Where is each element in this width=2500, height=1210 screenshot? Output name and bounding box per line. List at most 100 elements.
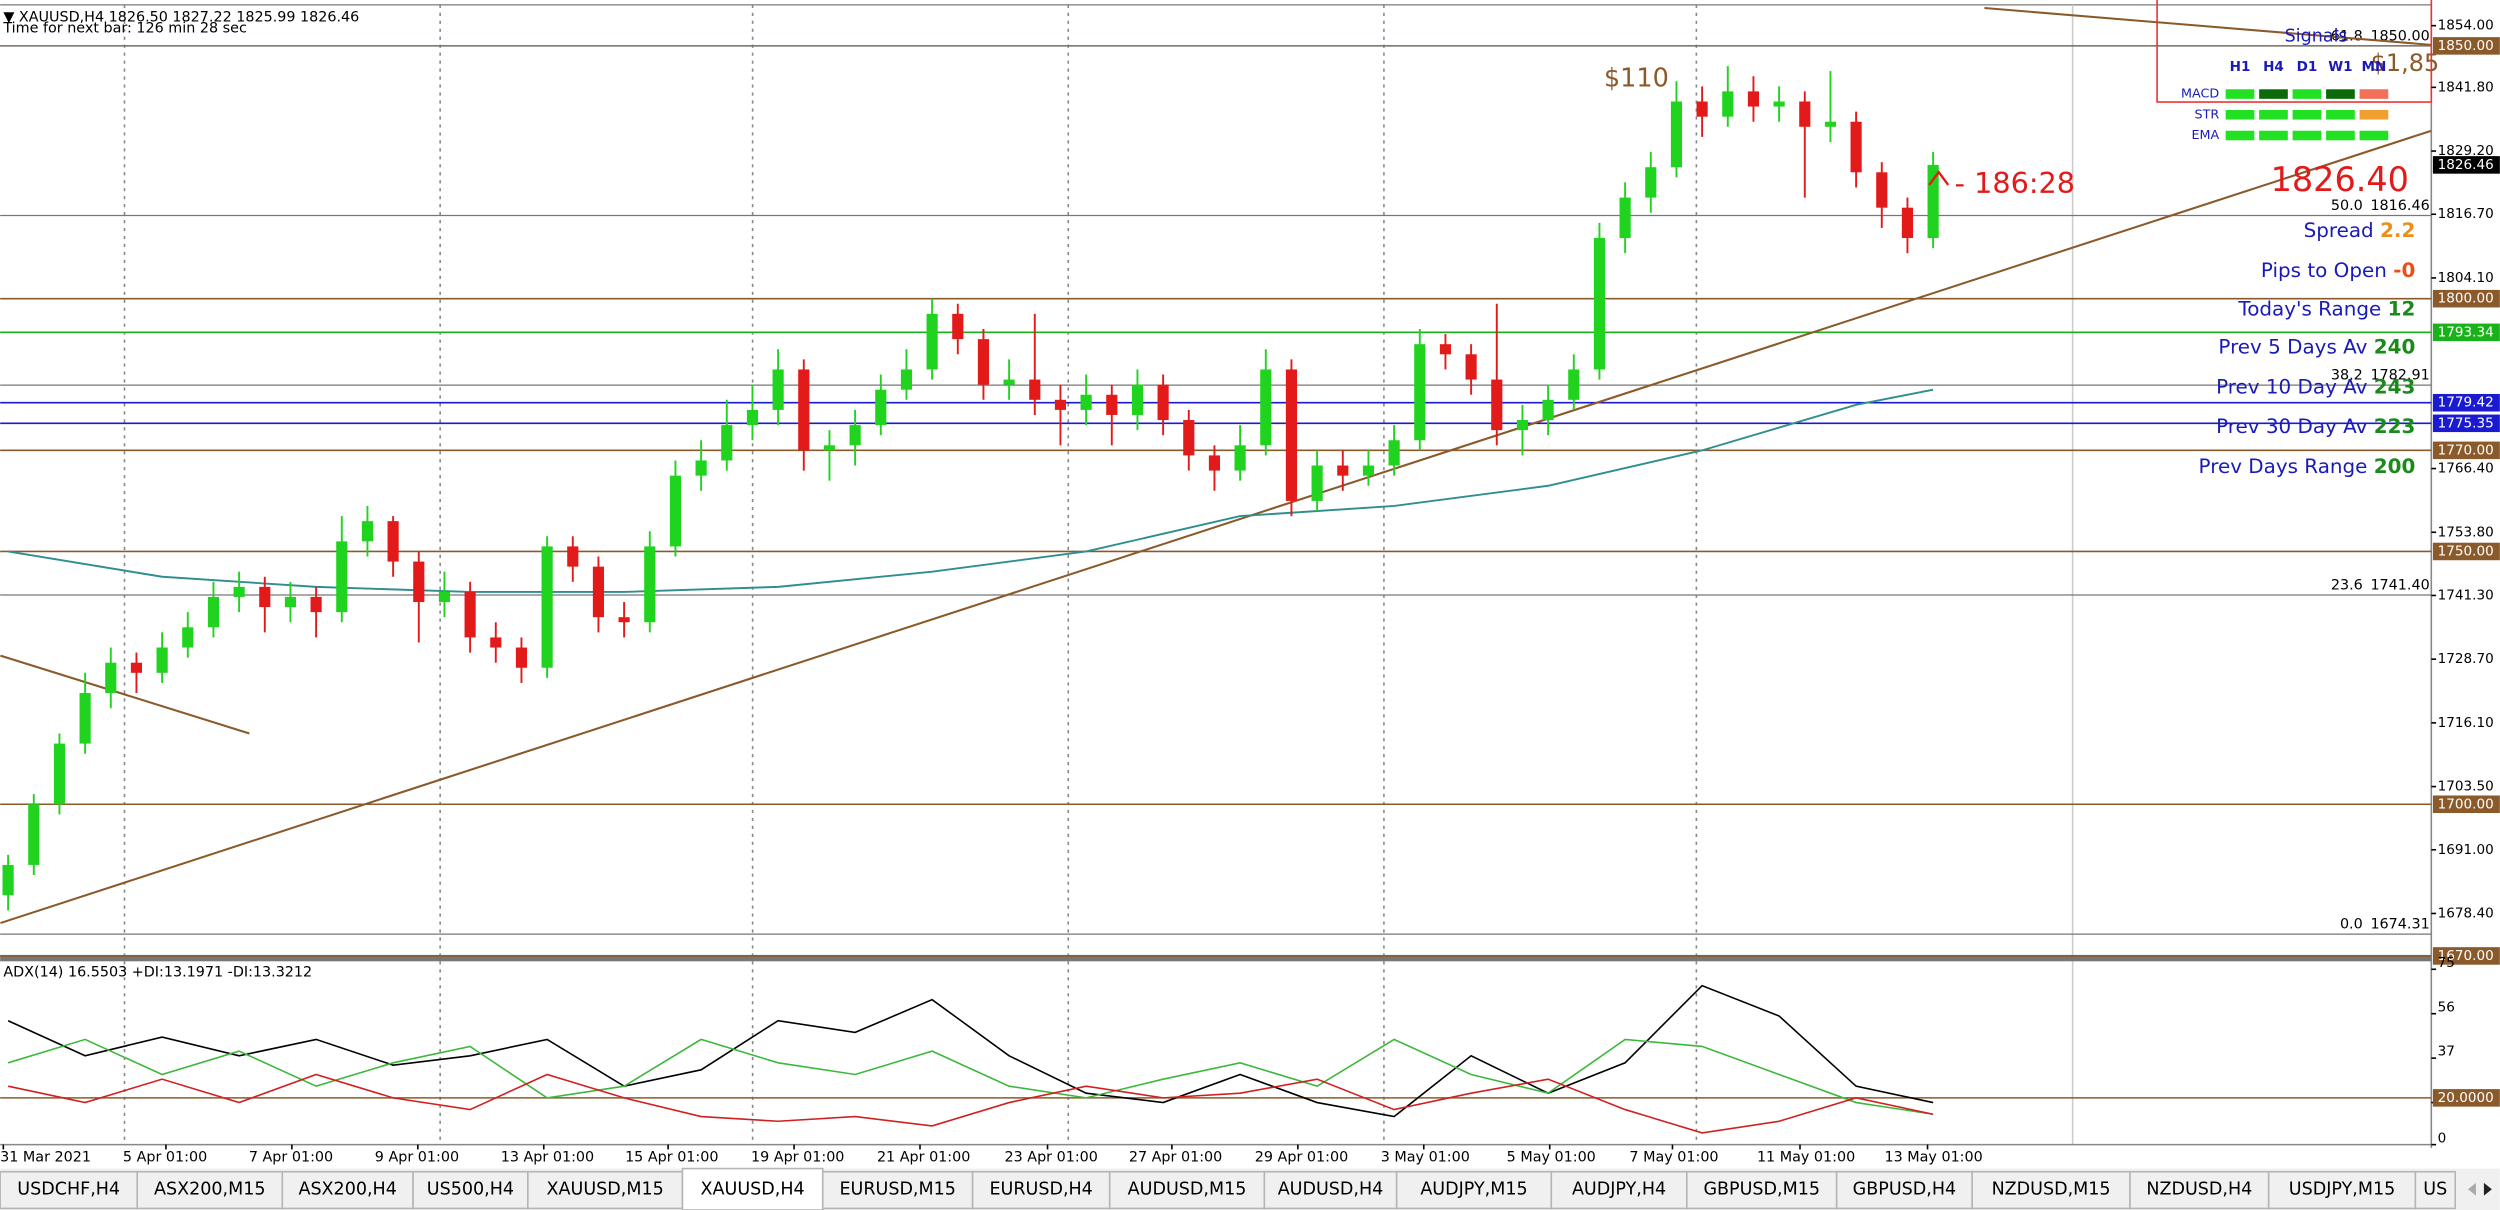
current-price: 1826.46 — [2438, 157, 2494, 173]
level-label: 1670.00 — [2438, 948, 2494, 964]
x-tick-label: 5 May 01:00 — [1507, 1149, 1596, 1165]
tab-label[interactable]: USDCHF,H4 — [17, 1179, 120, 1199]
tab[interactable] — [0, 1170, 139, 1210]
candle-body — [233, 586, 245, 597]
candle-body — [1285, 369, 1298, 501]
tab[interactable] — [1971, 1170, 2131, 1210]
tab[interactable] — [1686, 1170, 1838, 1210]
tab-label[interactable]: AUDUSD,H4 — [1278, 1179, 1384, 1199]
tab-label[interactable]: XAUUSD,H4 — [701, 1179, 805, 1199]
info-label: Prev 10 Day Av — [2216, 375, 2367, 398]
big-price: 1826.40 — [2271, 160, 2409, 199]
y-tick-label: 1854.00 — [2438, 18, 2494, 34]
candle-body — [1491, 379, 1503, 431]
tab-label[interactable]: US500,H4 — [427, 1179, 514, 1199]
range-annotation: $110 — [1604, 64, 1669, 94]
fib-price: 1674.31 — [2370, 917, 2429, 933]
x-tick-label: 29 Apr 01:00 — [1255, 1149, 1348, 1165]
candle-body — [284, 596, 297, 608]
candle-body — [79, 693, 91, 744]
info-row: Pips to Open -0 — [2261, 259, 2415, 282]
x-tick-label: 27 Apr 01:00 — [1129, 1149, 1222, 1165]
x-tick-label: 5 Apr 01:00 — [123, 1149, 207, 1165]
tab[interactable] — [1835, 1170, 1973, 1210]
candle-body — [28, 804, 40, 865]
tab-label[interactable]: XAUUSD,M15 — [547, 1179, 664, 1199]
current-price-box — [2432, 156, 2500, 174]
y-tick-label: 1804.10 — [2438, 270, 2494, 286]
fib-level: 23.6 — [2331, 577, 2363, 593]
signal-row-name: STR — [2195, 107, 2220, 122]
candle-body — [413, 561, 425, 603]
tab[interactable] — [821, 1170, 974, 1210]
tab-label[interactable]: ASX200,H4 — [298, 1179, 396, 1199]
x-tick-label: 3 May 01:00 — [1381, 1149, 1470, 1165]
period-separators — [123, 4, 1698, 1145]
tab[interactable] — [1108, 1170, 1266, 1210]
tab-label[interactable]: EURUSD,M15 — [839, 1179, 955, 1199]
candle-body — [1773, 101, 1785, 107]
candle-body — [746, 409, 759, 426]
y-tick-label: 1829.20 — [2438, 143, 2494, 159]
tab-scroll-right[interactable] — [2483, 1182, 2492, 1196]
tab[interactable] — [412, 1170, 529, 1210]
candle-body — [592, 566, 605, 618]
signal-cell — [2359, 110, 2389, 120]
tab-label[interactable]: USDJPY,M15 — [2289, 1179, 2395, 1199]
tab-label[interactable]: ASX200,M15 — [154, 1179, 266, 1199]
candle-body — [53, 743, 66, 805]
tab[interactable] — [2414, 1170, 2457, 1210]
tab-label[interactable]: GBPUSD,H4 — [1853, 1179, 1956, 1199]
candle-body — [1029, 379, 1041, 400]
tab-label[interactable]: AUDUSD,M15 — [1128, 1179, 1247, 1199]
adx-line — [7, 1038, 1934, 1116]
info-value: 2.2 — [2380, 219, 2415, 242]
candle-body — [438, 591, 451, 603]
tab-label[interactable]: US — [2423, 1179, 2447, 1199]
y-tick-label: 1728.70 — [2438, 651, 2494, 667]
candle-body — [1362, 465, 1375, 476]
tab-label[interactable]: NZDUSD,H4 — [2146, 1179, 2252, 1199]
signal-cell — [2225, 130, 2255, 141]
candle-body — [1593, 238, 1606, 370]
info-row: Prev 10 Day Av 243 — [2216, 375, 2415, 398]
cut-price: $1,85 — [2371, 49, 2439, 77]
signals-box — [2156, 0, 2433, 103]
candle-body — [387, 521, 399, 562]
tab-label[interactable]: GBPUSD,M15 — [1703, 1179, 1820, 1199]
tab-label[interactable]: NZDUSD,M15 — [1992, 1179, 2111, 1199]
candle-body — [721, 425, 733, 461]
tab[interactable] — [971, 1170, 1111, 1210]
tab-label[interactable]: AUDJPY,M15 — [1420, 1179, 1527, 1199]
tab-scroll-left[interactable] — [2467, 1182, 2476, 1196]
candle-body — [669, 475, 682, 547]
adx-level-label: 20.0000 — [2438, 1090, 2494, 1106]
tab[interactable] — [281, 1170, 414, 1210]
signal-cell — [2359, 89, 2389, 99]
tab-label[interactable]: EURUSD,H4 — [989, 1179, 1092, 1199]
candle-body — [1465, 354, 1477, 380]
signal-row-name: EMA — [2191, 128, 2219, 143]
tab[interactable] — [2267, 1170, 2417, 1210]
tab[interactable] — [1395, 1170, 1553, 1210]
adx-line — [7, 984, 1934, 1118]
candle-body — [823, 445, 836, 451]
tab[interactable] — [1263, 1170, 1398, 1210]
tab-label[interactable]: AUDJPY,H4 — [1572, 1179, 1666, 1199]
candle-body — [1645, 167, 1657, 198]
trendline — [0, 129, 2432, 925]
signal-cell — [2259, 130, 2288, 141]
signal-cell — [2225, 110, 2255, 120]
candle-body — [2, 864, 14, 896]
tab[interactable] — [681, 1167, 824, 1210]
candle-body — [361, 521, 374, 542]
candle-body — [977, 339, 990, 385]
fib-price: 1782.91 — [2370, 368, 2429, 384]
y-tick-label: 1753.80 — [2438, 524, 2494, 540]
candle-body — [1799, 101, 1811, 127]
tab[interactable] — [136, 1170, 284, 1210]
adx-tick-label: 0 — [2438, 1130, 2447, 1146]
countdown: - 186:28 — [1955, 166, 2075, 200]
candle-body — [1516, 420, 1529, 431]
